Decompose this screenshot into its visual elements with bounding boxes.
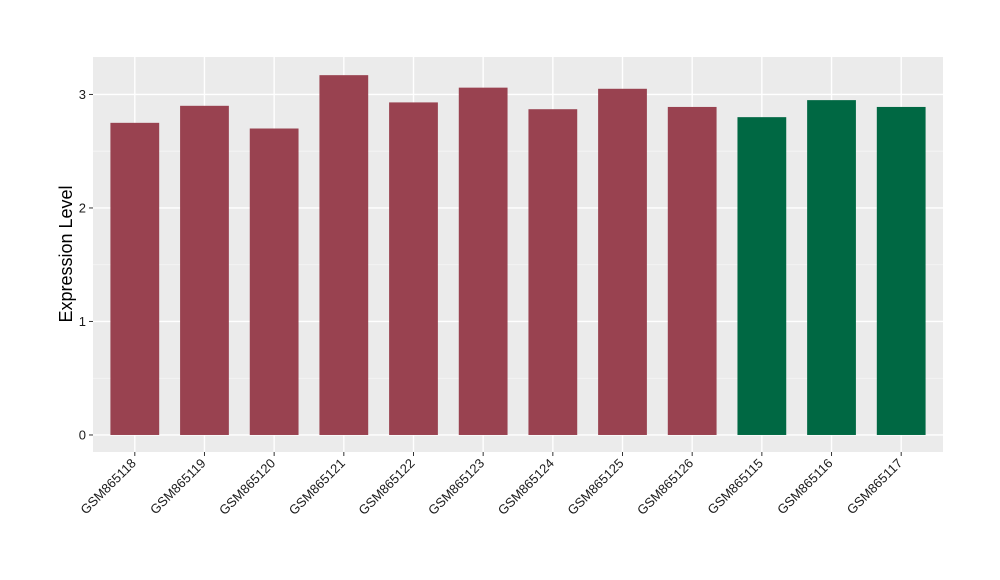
- bar-GSM865121: [319, 75, 369, 435]
- plot-panel: [93, 57, 943, 452]
- x-tick-label: GSM865125: [564, 456, 626, 518]
- y-tick-label: 0: [79, 427, 86, 442]
- x-tick-label: GSM865121: [286, 456, 348, 518]
- x-tick-label: GSM865117: [844, 456, 906, 518]
- x-tick-label: GSM865120: [216, 456, 278, 518]
- minor-gridlines: [93, 150, 943, 379]
- bar-GSM865120: [249, 128, 299, 435]
- bar-GSM865119: [180, 105, 229, 435]
- bar-GSM865126: [667, 106, 717, 435]
- x-tick-label: GSM865126: [634, 456, 696, 518]
- x-axis: GSM865118 GSM865119 GSM865120 GSM865121 GSM8…: [77, 452, 905, 518]
- bar-GSM865115: [737, 117, 787, 435]
- bar-GSM865123: [458, 87, 508, 435]
- bar-GSM865116: [807, 100, 856, 435]
- x-tick-label: GSM865115: [704, 456, 766, 518]
- x-tick-label: GSM865123: [425, 456, 487, 518]
- bar-GSM865125: [598, 88, 647, 435]
- x-tick-label: GSM865116: [774, 456, 836, 518]
- x-tick-label: GSM865118: [77, 456, 139, 518]
- bar-GSM865118: [110, 122, 160, 435]
- y-tick-label: 1: [79, 314, 86, 329]
- y-tick-label: 3: [79, 87, 86, 102]
- x-tick-label: GSM865124: [495, 456, 557, 518]
- x-tick-label: GSM865122: [355, 456, 417, 518]
- y-tick-label: 2: [79, 200, 86, 215]
- bar-GSM865124: [528, 109, 578, 435]
- bar-GSM865122: [389, 102, 438, 435]
- y-axis: 0 1 2 3: [79, 87, 93, 442]
- bars: [110, 75, 926, 435]
- y-axis-title: Expression Level: [56, 185, 76, 322]
- bar-GSM865117: [876, 106, 926, 435]
- x-tick-label: GSM865119: [147, 456, 209, 518]
